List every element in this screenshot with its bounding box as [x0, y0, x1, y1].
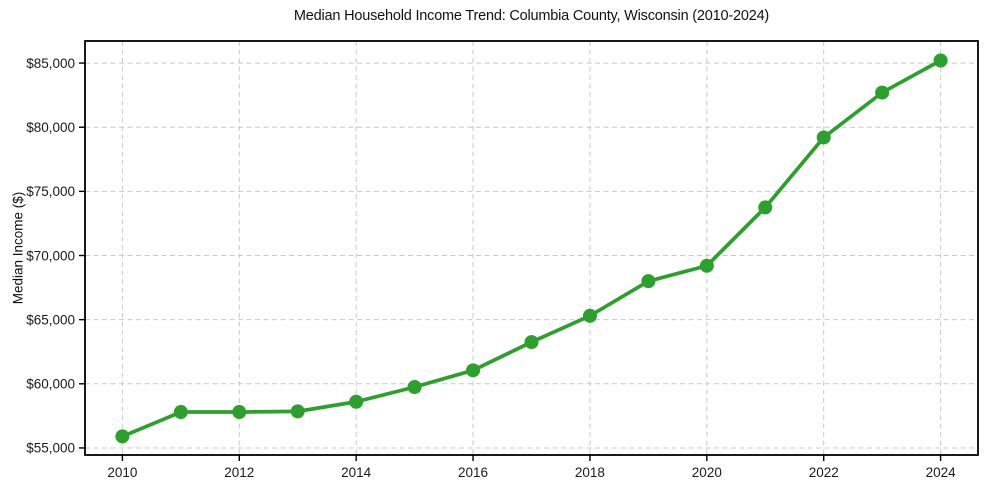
- x-tick-label-2022: 2022: [809, 465, 839, 480]
- data-point-2020: [699, 258, 714, 273]
- data-point-2013: [290, 404, 305, 419]
- y-tick-label-75000: $75,000: [26, 184, 75, 199]
- data-point-2024: [933, 53, 948, 68]
- data-point-2012: [232, 405, 247, 420]
- data-point-2018: [582, 308, 597, 323]
- data-point-2019: [641, 274, 656, 289]
- y-axis-label: Median Income ($): [10, 191, 26, 305]
- y-tick-label-60000: $60,000: [26, 377, 75, 392]
- y-tick-label-70000: $70,000: [26, 248, 75, 263]
- x-tick-label-2024: 2024: [926, 465, 957, 480]
- data-point-2016: [466, 363, 481, 378]
- x-tick-label-2016: 2016: [458, 465, 488, 480]
- x-tick-label-2018: 2018: [575, 465, 605, 480]
- chart-title: Median Household Income Trend: Columbia …: [293, 8, 770, 24]
- x-tick-label-2012: 2012: [224, 465, 254, 480]
- data-point-2010: [115, 429, 130, 444]
- y-tick-label-80000: $80,000: [26, 120, 75, 135]
- data-point-2022: [816, 130, 831, 145]
- x-tick-label-2014: 2014: [341, 465, 372, 480]
- x-tick-label-2020: 2020: [692, 465, 722, 480]
- income-trend-line: [120, 58, 943, 439]
- y-tick-label-65000: $65,000: [26, 312, 75, 327]
- x-tick-label-2010: 2010: [107, 465, 137, 480]
- data-point-2011: [173, 405, 188, 420]
- data-point-2014: [349, 394, 364, 409]
- data-point-2023: [875, 85, 890, 100]
- data-point-2021: [758, 200, 773, 215]
- y-tick-label-55000: $55,000: [26, 441, 75, 456]
- y-tick-label-85000: $85,000: [26, 56, 75, 71]
- plot-border: [84, 40, 979, 456]
- data-point-2015: [407, 380, 422, 395]
- data-point-2017: [524, 335, 539, 350]
